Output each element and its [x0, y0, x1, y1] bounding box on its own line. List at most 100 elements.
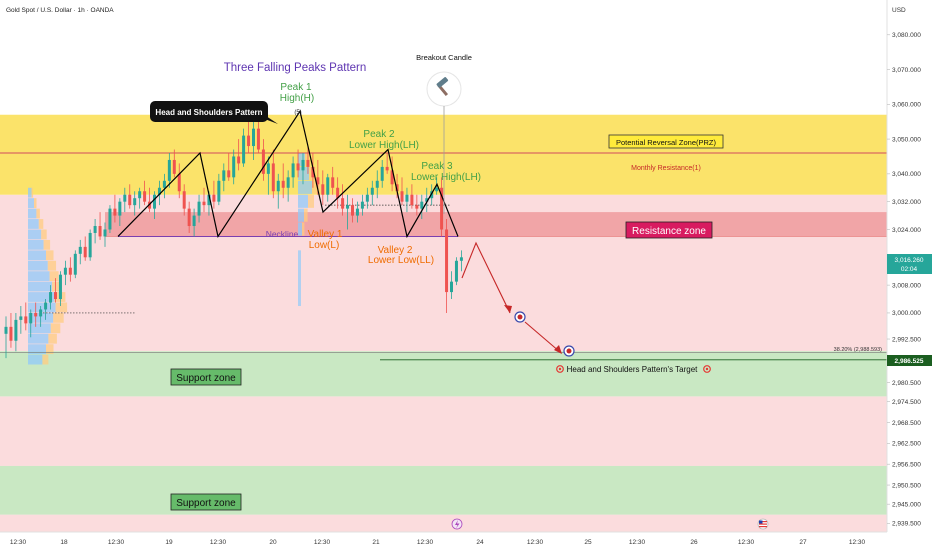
time-tick-label: 12:30	[849, 539, 866, 546]
candle-body	[162, 180, 166, 188]
candle	[162, 173, 166, 199]
price-tick-label: 3,080.000	[892, 32, 921, 39]
candle-body	[123, 194, 127, 202]
candle-body	[355, 208, 359, 216]
time-tick-label: 25	[584, 539, 592, 546]
price-tick-label: 2,980.500	[892, 380, 921, 387]
candle-body	[420, 201, 424, 209]
volume-bar-sell	[46, 344, 54, 355]
volume-bar	[28, 323, 51, 334]
candle	[9, 312, 13, 348]
volume-bar-sell	[308, 194, 314, 208]
candle-body	[143, 191, 147, 202]
candle-body	[306, 159, 310, 167]
candle-body	[182, 191, 186, 209]
target-circle-icon-2	[563, 345, 575, 357]
volume-bar-sell	[31, 187, 34, 198]
time-axis-ticks[interactable]: 12:30 18 12:30 19 12:30 20 12:30 21 12:30 24 12:30…	[10, 539, 866, 546]
peak3-sublabel: Lower High(LH)	[411, 172, 481, 183]
candle	[276, 173, 280, 209]
valley1-sublabel: Low(L)	[309, 240, 340, 251]
target-label-group: Head and Shoulders Pattern's Target	[556, 365, 711, 374]
candle	[425, 187, 429, 213]
candle	[454, 257, 458, 286]
volume-bar-sell	[48, 333, 57, 344]
candle-body	[370, 187, 374, 195]
volume-bar-sell	[42, 354, 49, 365]
time-axis-background	[0, 532, 932, 550]
candle	[256, 118, 260, 153]
candle	[63, 260, 67, 286]
candles-layer	[4, 114, 463, 359]
candle-body	[153, 194, 156, 209]
candle-body	[187, 208, 191, 227]
candle	[385, 152, 389, 174]
candle	[197, 194, 201, 223]
time-tick-label: 19	[165, 539, 173, 546]
neckline-label: Neckline	[266, 229, 299, 239]
volume-bar	[28, 281, 52, 292]
prz-label-box: Potential Reversal Zone(PRZ)	[608, 134, 724, 149]
time-tick-label: 12:30	[417, 539, 434, 546]
last-price-tag: 3,016.260 02:04	[887, 254, 932, 274]
volume-bar-sell	[53, 312, 64, 323]
head-and-shoulders-line	[117, 109, 459, 239]
currency-label: USD	[892, 7, 906, 14]
candle	[222, 163, 226, 192]
candle	[306, 146, 310, 174]
candle	[341, 184, 345, 216]
price-tick-label: 2,939.500	[892, 521, 921, 528]
hammer-icon	[436, 77, 449, 97]
time-tick-label: 21	[372, 539, 380, 546]
candle	[346, 194, 350, 230]
volume-bar	[298, 152, 305, 167]
candle-body	[430, 191, 434, 199]
resistance-zone-label: Resistance zone	[632, 226, 706, 237]
volume-bar-sell	[55, 302, 68, 313]
candle-body	[296, 163, 300, 171]
volume-profile	[28, 152, 321, 365]
volume-bar-sell	[43, 239, 51, 250]
candle-body	[380, 166, 384, 181]
volume-bar-sell	[49, 271, 59, 282]
valley2-sublabel: Lower Low(LL)	[368, 255, 434, 266]
candle-body	[256, 128, 260, 150]
price-axis-ticks[interactable]: 3,080.000 3,070.000 3,060.000 3,050.000 3,04…	[887, 32, 921, 528]
candle	[415, 194, 419, 216]
candle	[365, 187, 369, 209]
last-price: 3,016.260	[895, 257, 924, 264]
price-tick-label: 2,956.500	[892, 461, 921, 468]
volume-bar-sell	[34, 198, 37, 209]
zone-3	[0, 351, 887, 397]
support-zone-label-2: Support zone	[176, 498, 236, 509]
candle-body	[93, 226, 97, 233]
candle-body	[232, 156, 236, 178]
peak1-label: Peak 1	[280, 82, 312, 93]
breakout-label: Breakout Candle	[416, 53, 472, 62]
countdown: 02:04	[901, 266, 918, 273]
candle-body	[326, 177, 330, 195]
price-tick-label: 3,008.000	[892, 282, 921, 289]
zone-1	[0, 114, 887, 195]
volume-bar	[28, 344, 46, 355]
candle	[123, 187, 127, 213]
candle	[237, 139, 241, 171]
candle	[331, 166, 335, 195]
us-flag-event-icon[interactable]	[757, 518, 769, 530]
candle	[420, 194, 424, 220]
candle	[157, 180, 161, 206]
candle-body	[266, 163, 270, 174]
candle	[380, 159, 384, 188]
target-price-tag: 2,986.525	[887, 355, 932, 366]
time-tick-label: 12:30	[210, 539, 227, 546]
hs-callout-text: Head and Shoulders Pattern	[155, 108, 262, 117]
candle-body	[118, 201, 122, 216]
candle-body	[207, 194, 211, 206]
candle-body	[395, 184, 399, 192]
peak2-label: Peak 2	[363, 129, 395, 140]
candle	[34, 302, 38, 327]
time-tick-label: 12:30	[527, 539, 544, 546]
volume-bar-sell	[305, 152, 310, 167]
lightning-event-icon[interactable]	[451, 518, 463, 530]
